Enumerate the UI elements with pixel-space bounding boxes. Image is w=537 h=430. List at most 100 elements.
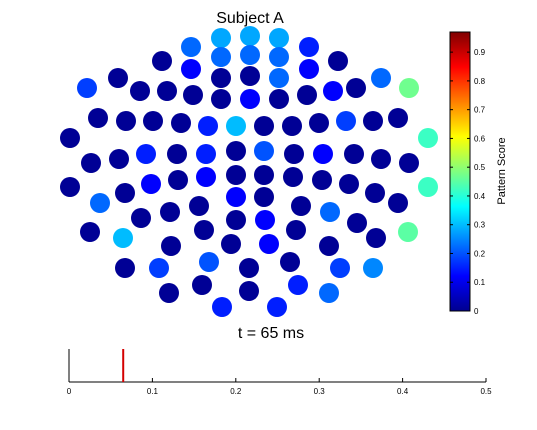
electrode-point	[90, 193, 110, 213]
electrode-point	[240, 66, 260, 86]
electrode-point	[346, 78, 366, 98]
colorbar-tick-label: 0.1	[474, 278, 486, 287]
electrode-point	[319, 283, 339, 303]
electrode-point	[267, 297, 287, 317]
electrode-point	[366, 228, 386, 248]
electrode-point	[159, 283, 179, 303]
chart-title: Subject A	[216, 10, 284, 27]
electrode-point	[269, 68, 289, 88]
electrode-point	[259, 234, 279, 254]
colorbar-tick-label: 0.8	[474, 77, 486, 86]
electrode-point	[388, 193, 408, 213]
electrode-point	[297, 85, 317, 105]
colorbar-tick-label: 0.2	[474, 249, 486, 258]
electrode-point	[388, 108, 408, 128]
electrode-point	[286, 220, 306, 240]
electrode-point	[399, 153, 419, 173]
electrode-point	[328, 51, 348, 71]
electrode-point	[418, 177, 438, 197]
electrode-point	[254, 116, 274, 136]
electrode-point	[371, 149, 391, 169]
electrode-point	[240, 89, 260, 109]
electrode-point	[108, 68, 128, 88]
electrode-point	[254, 187, 274, 207]
electrode-point	[181, 37, 201, 57]
electrode-point	[319, 236, 339, 256]
electrode-point	[226, 187, 246, 207]
colorbar-tick-label: 0.5	[474, 163, 486, 172]
electrode-point	[88, 108, 108, 128]
electrode-point	[157, 81, 177, 101]
electrode-point	[60, 128, 80, 148]
electrode-point	[239, 281, 259, 301]
electrode-point	[309, 113, 329, 133]
electrode-point	[371, 68, 391, 88]
electrode-point	[211, 68, 231, 88]
electrode-point	[226, 210, 246, 230]
electrode-point	[398, 222, 418, 242]
electrode-point	[115, 183, 135, 203]
electrode-point	[131, 208, 151, 228]
colorbar-tick-label: 0.7	[474, 106, 486, 115]
timeline-tick-label: 0.1	[147, 387, 159, 396]
electrode-point	[288, 275, 308, 295]
electrode-point	[344, 144, 364, 164]
electrode-point	[299, 59, 319, 79]
timeline-tick-label: 0	[67, 387, 72, 396]
colorbar-tick-label: 0.6	[474, 134, 486, 143]
electrode-point	[282, 116, 302, 136]
electrode-point	[109, 149, 129, 169]
electrode-point	[81, 153, 101, 173]
electrode-point	[167, 144, 187, 164]
electrode-point	[269, 89, 289, 109]
electrode-point	[115, 258, 135, 278]
electrode-point	[363, 258, 383, 278]
electrode-point	[60, 177, 80, 197]
electrode-point	[192, 275, 212, 295]
electrode-point	[196, 167, 216, 187]
electrode-point	[211, 89, 231, 109]
electrode-point	[183, 85, 203, 105]
electrode-point	[161, 236, 181, 256]
electrode-point	[189, 196, 209, 216]
electrode-point	[365, 183, 385, 203]
electrode-point	[141, 174, 161, 194]
electrode-point	[226, 165, 246, 185]
electrode-point	[313, 144, 333, 164]
electrode-point	[171, 113, 191, 133]
electrode-point	[221, 234, 241, 254]
electrode-point	[323, 81, 343, 101]
electrode-point	[116, 111, 136, 131]
electrode-point	[330, 258, 350, 278]
electrode-point	[80, 222, 100, 242]
colorbar-label: Pattern Score	[496, 137, 508, 204]
timeline-axis: 0 0.1 0.2 0.3 0.4 0.5	[67, 349, 492, 396]
colorbar-tick-label: 0	[474, 307, 479, 316]
electrode-point	[347, 213, 367, 233]
electrode-point	[312, 170, 332, 190]
electrode-point	[284, 144, 304, 164]
electrode-point	[269, 28, 289, 48]
electrode-point	[168, 170, 188, 190]
timeline-tick-label: 0.2	[230, 387, 242, 396]
electrode-point	[130, 81, 150, 101]
electrode-point	[143, 111, 163, 131]
electrode-point	[152, 51, 172, 71]
electrode-point	[211, 28, 231, 48]
colorbar-ticks: 0 0.1 0.2 0.3 0.4 0.5 0.6 0.7 0.8 0.9	[450, 48, 486, 316]
colorbar-tick-label: 0.3	[474, 221, 486, 230]
electrode-point	[240, 45, 260, 65]
electrode-point	[418, 128, 438, 148]
electrode-point	[291, 196, 311, 216]
electrode-point	[226, 116, 246, 136]
electrode-point	[113, 228, 133, 248]
timeline-tick-label: 0.3	[314, 387, 326, 396]
electrode-point	[336, 111, 356, 131]
electrode-point	[149, 258, 169, 278]
electrode-point	[339, 174, 359, 194]
electrode-point	[254, 165, 274, 185]
electrode-point	[363, 111, 383, 131]
electrode-point	[269, 47, 289, 67]
colorbar	[449, 31, 471, 312]
